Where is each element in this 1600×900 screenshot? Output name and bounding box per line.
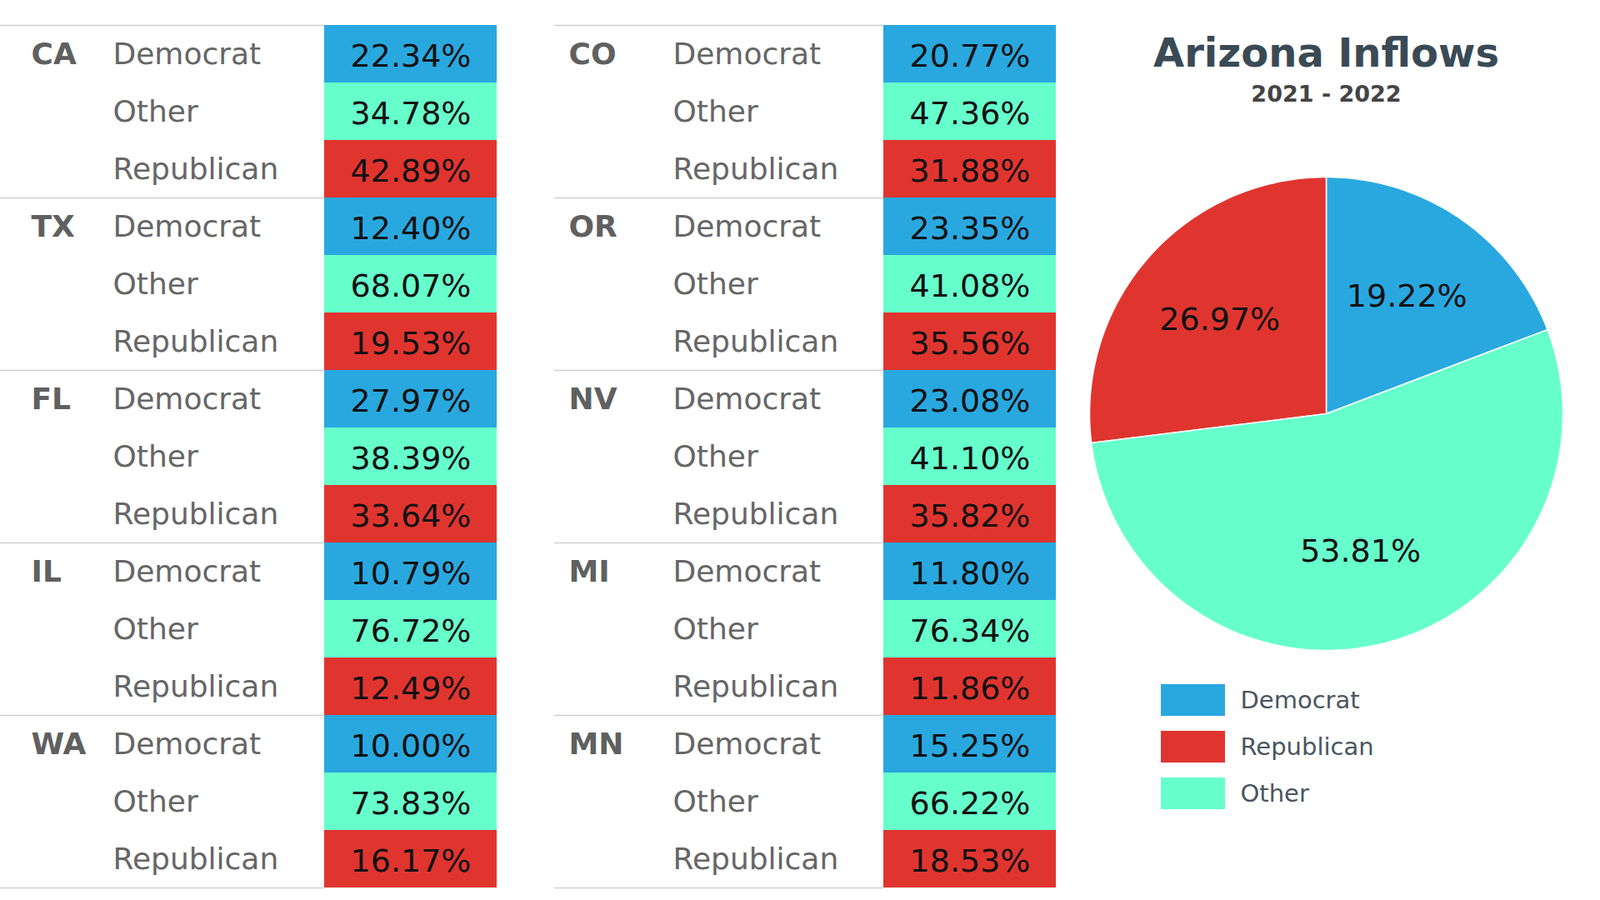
svg-text:Democrat: Democrat xyxy=(1240,685,1360,715)
svg-text:12.49%: 12.49% xyxy=(350,670,472,707)
svg-text:76.72%: 76.72% xyxy=(350,612,472,650)
svg-text:19.53%: 19.53% xyxy=(350,325,472,362)
svg-text:Democrat: Democrat xyxy=(113,381,262,416)
svg-text:19.22%: 19.22% xyxy=(1346,277,1468,315)
svg-text:WA: WA xyxy=(31,726,87,761)
svg-text:Democrat: Democrat xyxy=(673,209,822,244)
svg-text:Democrat: Democrat xyxy=(113,209,262,244)
svg-text:41.08%: 41.08% xyxy=(910,267,1031,305)
svg-text:33.64%: 33.64% xyxy=(350,497,472,535)
svg-text:Other: Other xyxy=(1240,779,1310,808)
svg-text:Democrat: Democrat xyxy=(113,554,262,589)
svg-text:38.39%: 38.39% xyxy=(350,440,472,477)
svg-text:Democrat: Democrat xyxy=(673,36,822,71)
svg-text:Republican: Republican xyxy=(113,496,280,531)
svg-text:Democrat: Democrat xyxy=(673,554,822,589)
svg-text:11.80%: 11.80% xyxy=(910,555,1031,592)
svg-text:15.25%: 15.25% xyxy=(910,727,1031,765)
svg-text:Other: Other xyxy=(113,439,199,474)
svg-text:TX: TX xyxy=(31,209,76,244)
svg-text:Republican: Republican xyxy=(113,324,280,359)
svg-text:Other: Other xyxy=(113,94,199,129)
svg-text:27.97%: 27.97% xyxy=(350,382,472,420)
svg-text:42.89%: 42.89% xyxy=(350,152,472,190)
svg-text:10.00%: 10.00% xyxy=(350,727,472,765)
svg-text:Republican: Republican xyxy=(113,669,280,704)
svg-text:Republican: Republican xyxy=(113,151,280,186)
svg-text:26.97%: 26.97% xyxy=(1159,300,1280,338)
svg-text:Republican: Republican xyxy=(673,669,840,704)
svg-text:Other: Other xyxy=(673,439,759,474)
svg-text:Democrat: Democrat xyxy=(673,726,822,761)
svg-text:Other: Other xyxy=(673,611,759,646)
svg-text:Republican: Republican xyxy=(1240,732,1375,761)
svg-text:Other: Other xyxy=(113,611,199,646)
svg-text:12.40%: 12.40% xyxy=(350,210,472,247)
svg-text:MN: MN xyxy=(569,726,625,761)
svg-text:FL: FL xyxy=(31,381,72,416)
svg-text:35.56%: 35.56% xyxy=(910,325,1031,362)
svg-text:22.34%: 22.34% xyxy=(350,37,472,75)
svg-text:66.22%: 66.22% xyxy=(910,785,1031,822)
svg-text:Republican: Republican xyxy=(673,841,840,876)
svg-text:Republican: Republican xyxy=(673,496,840,531)
svg-text:CO: CO xyxy=(569,36,617,71)
svg-text:23.08%: 23.08% xyxy=(910,382,1031,420)
svg-text:76.34%: 76.34% xyxy=(910,612,1031,650)
svg-text:Other: Other xyxy=(673,784,759,819)
svg-text:CA: CA xyxy=(31,36,77,71)
svg-text:Republican: Republican xyxy=(113,841,280,876)
svg-text:OR: OR xyxy=(569,209,618,244)
svg-text:73.83%: 73.83% xyxy=(350,785,472,822)
svg-text:10.79%: 10.79% xyxy=(350,555,472,592)
svg-text:68.07%: 68.07% xyxy=(350,267,472,305)
svg-text:34.78%: 34.78% xyxy=(350,95,472,132)
svg-text:Arizona Inflows: Arizona Inflows xyxy=(1153,29,1500,76)
svg-text:16.17%: 16.17% xyxy=(350,842,472,880)
svg-text:35.82%: 35.82% xyxy=(910,497,1031,535)
svg-text:31.88%: 31.88% xyxy=(910,152,1031,190)
svg-text:41.10%: 41.10% xyxy=(910,440,1031,477)
svg-text:Other: Other xyxy=(673,266,759,301)
svg-text:Other: Other xyxy=(113,784,199,819)
svg-text:Other: Other xyxy=(113,266,199,301)
svg-text:Republican: Republican xyxy=(673,324,840,359)
svg-text:MI: MI xyxy=(569,554,610,589)
svg-text:11.86%: 11.86% xyxy=(910,670,1031,707)
svg-text:IL: IL xyxy=(31,554,62,589)
svg-text:53.81%: 53.81% xyxy=(1300,532,1421,570)
svg-text:Republican: Republican xyxy=(673,151,840,186)
svg-text:NV: NV xyxy=(569,381,618,416)
svg-text:2021 - 2022: 2021 - 2022 xyxy=(1250,80,1401,107)
svg-text:47.36%: 47.36% xyxy=(910,95,1031,132)
svg-text:Democrat: Democrat xyxy=(113,36,262,71)
svg-text:Democrat: Democrat xyxy=(673,381,822,416)
svg-text:Other: Other xyxy=(673,94,759,129)
svg-text:23.35%: 23.35% xyxy=(910,210,1031,247)
svg-text:18.53%: 18.53% xyxy=(910,842,1031,880)
svg-text:Democrat: Democrat xyxy=(113,726,262,761)
svg-text:20.77%: 20.77% xyxy=(910,37,1031,75)
